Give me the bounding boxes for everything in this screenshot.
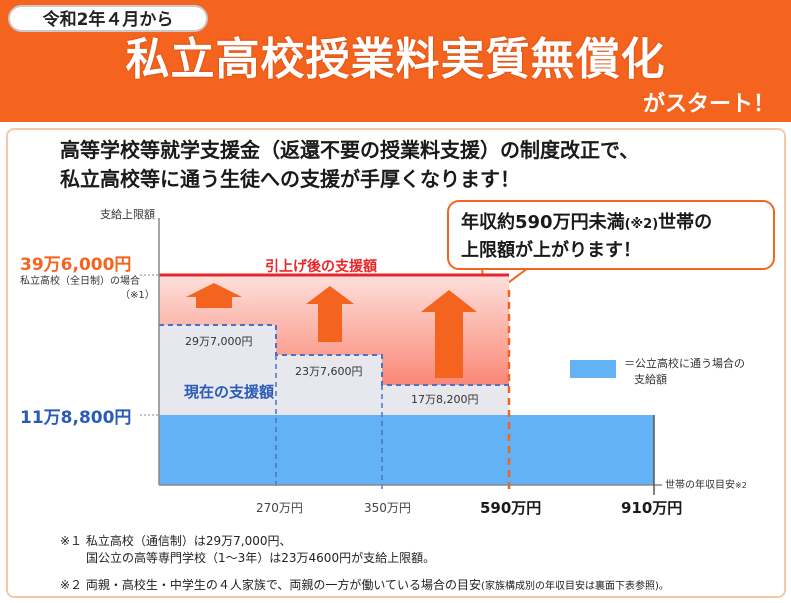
lead-line-2: 私立高校等に通う生徒への支援が手厚くなります！ (60, 167, 520, 191)
arrow-up-icon (421, 290, 477, 378)
series-label-raised: 引上げ後の支援額 (265, 259, 377, 275)
legend-public-line-1: ＝公立高校に通う場合の (624, 357, 745, 370)
current-amount-label-1: 29万7,000円 (185, 335, 253, 348)
arrow-up-icon (186, 283, 242, 308)
x-tick-350: 350万円 (364, 501, 411, 515)
footnote-2-small: (家族構成別の年収目安は裏面下表参照)。 (481, 581, 669, 592)
y-tick-note-private: 私立高校（全日制）の場合 (20, 276, 140, 287)
callout-line-1-note: (※2) (624, 217, 659, 232)
arrow-up-icon (306, 286, 354, 342)
current-amount-label-2: 23万7,600円 (295, 365, 363, 378)
x-axis-label: 世帯の年収目安※2 (665, 476, 747, 491)
page-title: 私立高校授業料実質無償化 (125, 34, 666, 85)
x-axis-label-text: 世帯の年収目安 (665, 480, 735, 491)
series-label-current: 現在の支援額 (184, 383, 275, 401)
current-support-area-3 (382, 385, 509, 415)
callout-line-2: 上限額が上がります！ (461, 240, 641, 261)
current-amount-label-3: 17万8,200円 (411, 393, 479, 406)
y-tick-118800: 11万8,800円 (20, 408, 132, 428)
current-support-area-2 (276, 355, 382, 415)
footnote-2-main: ※２ 両親・高校生・中学生の４人家族で、両親の一方が働いている場合の目安 (60, 578, 482, 592)
footnote-2: ※２ 両親・高校生・中学生の４人家族で、両親の一方が働いている場合の目安(家族構… (60, 577, 669, 595)
lead-text: 高等学校等就学支援金（返還不要の授業料支援）の制度改正で、 私立高校等に通う生徒… (60, 136, 760, 194)
current-support-area-1 (159, 325, 276, 415)
footnote-1-line-2: 国公立の高等専門学校（1～3年）は23万4600円が支給上限額。 (86, 551, 436, 565)
legend-public: ＝公立高校に通う場合の 支給額 (624, 356, 745, 388)
y-axis-label: 支給上限額 (100, 208, 155, 221)
footnote-1-line-1: ※１ 私立高校（通信制）は29万7,000円、 (60, 534, 292, 548)
x-tick-910: 910万円 (621, 499, 683, 517)
y-tick-note-ref: （※1） (120, 290, 155, 301)
page-subtitle: がスタート！ (642, 92, 775, 117)
income-callout: 年収約590万円未満(※2)世帯の 上限額が上がります！ (447, 200, 775, 270)
y-tick-396000: 39万6,000円 (20, 255, 132, 275)
callout-line-1: 年収約590万円未満(※2)世帯の (461, 210, 761, 238)
start-date-tag: 令和2年４月から (8, 5, 208, 32)
x-tick-590: 590万円 (480, 499, 542, 517)
x-axis-label-note: ※2 (735, 481, 747, 490)
legend-public-swatch (570, 360, 616, 378)
callout-line-1-pre: 年収約590万円未満 (461, 212, 625, 233)
callout-line-1-post: 世帯の (658, 212, 713, 233)
header-banner: 令和2年４月から 私立高校授業料実質無償化 がスタート！ (0, 0, 791, 122)
current-support-line (159, 324, 509, 386)
x-tick-270: 270万円 (256, 501, 303, 515)
legend-public-line-2: 支給額 (634, 373, 667, 386)
public-support-area (159, 415, 654, 485)
lead-line-1: 高等学校等就学支援金（返還不要の授業料支援）の制度改正で、 (60, 138, 640, 162)
